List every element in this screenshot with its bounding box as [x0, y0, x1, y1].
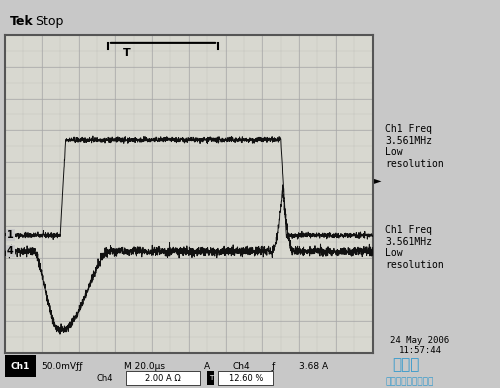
Text: T: T — [208, 375, 213, 381]
Text: A: A — [204, 362, 210, 371]
Text: Ch1 Freq
3.561MHz
Low
resolution: Ch1 Freq 3.561MHz Low resolution — [385, 124, 444, 169]
Text: ƒ: ƒ — [272, 362, 275, 371]
Text: Tek: Tek — [10, 15, 34, 28]
Text: M 20.0μs: M 20.0μs — [124, 362, 165, 371]
Text: 易迪讯: 易迪讯 — [392, 357, 420, 372]
Text: 3.68 A: 3.68 A — [299, 362, 328, 371]
Text: 射频和天线设计专家: 射频和天线设计专家 — [385, 378, 434, 387]
Text: Stop: Stop — [35, 15, 64, 28]
FancyBboxPatch shape — [5, 355, 36, 378]
Text: Ch4: Ch4 — [97, 374, 114, 383]
FancyBboxPatch shape — [218, 371, 274, 385]
Text: Ch4: Ch4 — [233, 362, 250, 371]
Text: 12.60 %: 12.60 % — [228, 374, 263, 383]
Text: Ch1 Freq
3.561MHz
Low
resolution: Ch1 Freq 3.561MHz Low resolution — [385, 225, 444, 270]
Text: 2.00 A Ω: 2.00 A Ω — [145, 374, 181, 383]
FancyBboxPatch shape — [207, 371, 214, 385]
Text: ►: ► — [374, 175, 382, 185]
Text: 50.0mVƒƒ: 50.0mVƒƒ — [42, 362, 83, 371]
Text: 4: 4 — [7, 246, 14, 256]
Text: 1: 1 — [7, 230, 14, 240]
FancyBboxPatch shape — [126, 371, 200, 385]
Text: 24 May 2006
11:57:44: 24 May 2006 11:57:44 — [390, 336, 450, 355]
Text: Ch1: Ch1 — [10, 362, 30, 371]
Text: T: T — [122, 48, 130, 58]
